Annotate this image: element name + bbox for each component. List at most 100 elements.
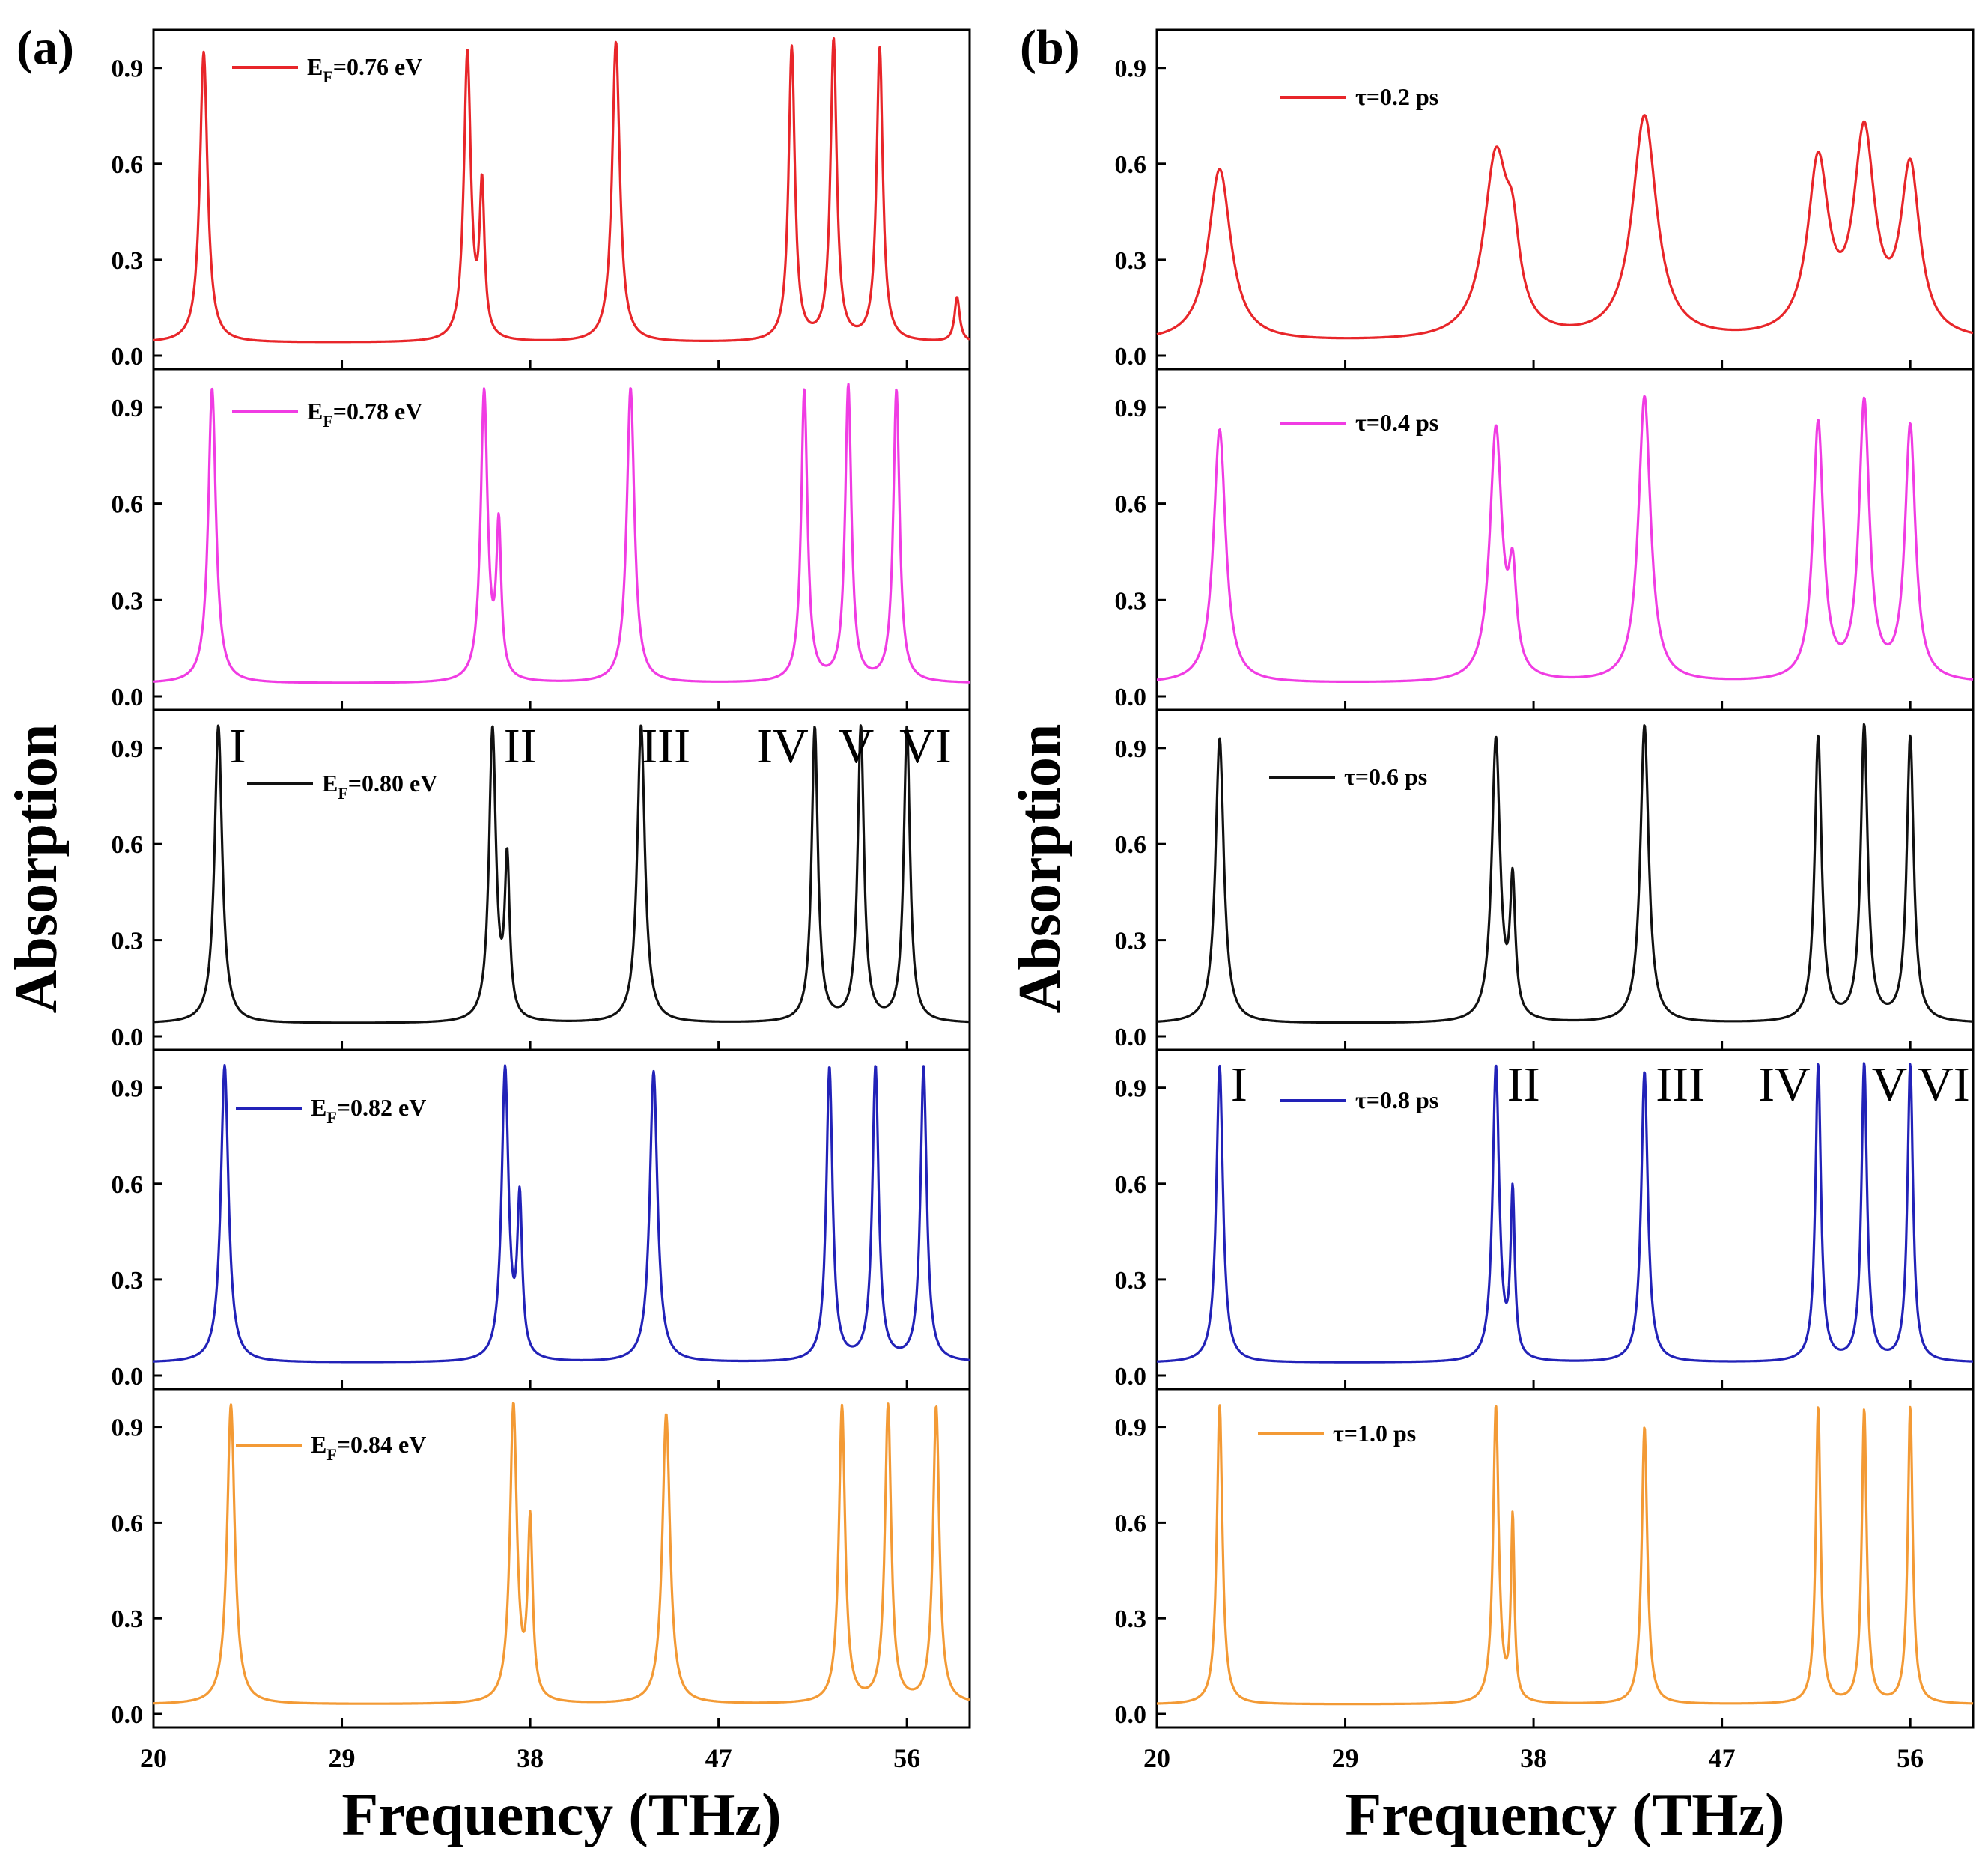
legend-text: τ=0.8 ps (1355, 1086, 1438, 1113)
panel-letter: (a) (16, 20, 74, 75)
legend: EF=0.78 eV (232, 398, 422, 431)
legend: EF=0.84 eV (236, 1431, 426, 1464)
legend-text: E (307, 398, 323, 425)
series-line-1 (1156, 114, 1974, 340)
subplot-1: 0.0 0.3 0.6 0.9 EF=0.76 eV (112, 28, 971, 371)
x-tick-labels: 20 29 38 47 56 (140, 1743, 920, 1773)
subplot-2: 0.0 0.3 0.6 0.9 EF=0.78 eV (112, 368, 971, 711)
y-tick-label: 0.3 (112, 587, 144, 615)
legend-text: τ=0.6 ps (1344, 763, 1427, 790)
y-tick-label: 0.0 (1115, 1701, 1147, 1729)
y-tick-label: 0.9 (112, 1414, 144, 1442)
legend-subscript: F (326, 1445, 336, 1464)
x-tick-label: 20 (1143, 1743, 1170, 1773)
series-line-4 (1156, 1062, 1974, 1364)
y-tick-label: 0.6 (112, 831, 144, 859)
x-tick-label: 47 (1709, 1743, 1736, 1773)
legend-text: τ=0.2 ps (1355, 83, 1438, 110)
y-tick-label: 0.0 (1115, 684, 1147, 711)
y-tick-label: 0.0 (112, 1363, 144, 1391)
x-tick-label: 29 (329, 1743, 356, 1773)
mode-label-vi: VI (899, 719, 952, 774)
y-tick-label: 0.3 (1115, 247, 1147, 275)
y-tick-label: 0.9 (112, 1075, 144, 1103)
y-tick-label: 0.6 (112, 491, 144, 519)
x-tick-label: 38 (1520, 1743, 1547, 1773)
subplot-5: 0.0 0.3 0.6 0.9 EF=0.84 eV (112, 1388, 971, 1729)
legend-text: τ=0.4 ps (1355, 409, 1438, 436)
subplot-frame (1155, 1388, 1975, 1729)
series-line-2 (153, 383, 970, 684)
y-tick-label: 0.3 (1115, 1267, 1147, 1295)
y-tick-label: 0.3 (112, 1605, 144, 1633)
subplot-2: 0.0 0.3 0.6 0.9 τ=0.4 ps (1115, 368, 1975, 711)
series-line-5 (1156, 1404, 1974, 1706)
y-tick-label: 0.6 (1115, 491, 1147, 519)
legend-text: E (311, 1094, 326, 1121)
series-line-4 (153, 1064, 970, 1364)
series-line-5 (153, 1402, 970, 1705)
x-tick-label: 29 (1332, 1743, 1359, 1773)
legend-subscript: F (338, 784, 347, 803)
subplot-frame (1155, 28, 1975, 371)
legend-text: =0.78 eV (333, 398, 423, 425)
legend-text: τ=1.0 ps (1333, 1420, 1416, 1447)
panel-letter: (b) (1020, 20, 1080, 75)
y-tick-label: 0.0 (112, 1701, 144, 1729)
subplot-3: 0.0 0.3 0.6 0.9 EF=0.80 eV (112, 708, 971, 1051)
series-line-3 (153, 724, 970, 1024)
legend-label: τ=0.2 ps (1355, 83, 1438, 110)
y-tick-label: 0.9 (112, 735, 144, 763)
legend-label: EF=0.82 eV (311, 1094, 426, 1127)
y-tick-label: 0.6 (112, 1171, 144, 1199)
legend-label: τ=0.4 ps (1355, 409, 1438, 436)
y-tick-label: 0.9 (1115, 735, 1147, 763)
legend: τ=0.4 ps (1280, 409, 1438, 436)
panel-a: (a) Absorption Frequency (THz) 0.0 0.3 0.6 0.9… (4, 20, 971, 1848)
mode-label-iv: IV (1758, 1057, 1811, 1112)
series-line-3 (1156, 723, 1974, 1024)
x-tick-label: 56 (1897, 1743, 1924, 1773)
y-axis-title: Absorption (4, 724, 70, 1014)
mode-label-ii: II (504, 719, 537, 774)
y-tick-label: 0.3 (112, 247, 144, 275)
x-axis-title: Frequency (THz) (341, 1782, 781, 1848)
y-tick-label: 0.9 (1115, 55, 1147, 83)
legend: τ=0.2 ps (1280, 83, 1438, 110)
y-tick-label: 0.0 (1115, 1024, 1147, 1051)
mode-label-vi: VI (1918, 1057, 1970, 1112)
x-axis-title: Frequency (THz) (1345, 1782, 1784, 1848)
legend-label: τ=0.8 ps (1355, 1086, 1438, 1113)
legend-label: EF=0.76 eV (307, 53, 422, 86)
legend-text: =0.84 eV (337, 1431, 427, 1458)
legend-subscript: F (326, 1108, 336, 1127)
legend-text: E (311, 1431, 326, 1458)
subplot-5: 0.0 0.3 0.6 0.9 τ=1.0 ps (1115, 1388, 1975, 1729)
legend: τ=0.8 ps (1280, 1086, 1438, 1113)
legend-text: E (307, 53, 323, 80)
subplot-frame (152, 1048, 971, 1391)
mode-label-v: V (1872, 1057, 1908, 1112)
y-tick-label: 0.9 (112, 55, 144, 83)
y-tick-label: 0.0 (112, 343, 144, 371)
x-tick-label: 47 (705, 1743, 732, 1773)
y-tick-label: 0.9 (1115, 395, 1147, 422)
subplot-3: 0.0 0.3 0.6 0.9 τ=0.6 ps (1115, 708, 1975, 1051)
y-tick-label: 0.3 (1115, 1605, 1147, 1633)
subplot-frame (1155, 708, 1975, 1051)
legend: EF=0.80 eV (247, 770, 437, 803)
legend-text: =0.76 eV (333, 53, 423, 80)
y-axis-title: Absorption (1007, 724, 1073, 1014)
x-tick-labels: 20 29 38 47 56 (1143, 1743, 1924, 1773)
y-tick-label: 0.3 (1115, 928, 1147, 955)
y-tick-label: 0.6 (112, 151, 144, 179)
mode-label-iii: III (1656, 1057, 1705, 1112)
x-tick-label: 38 (517, 1743, 544, 1773)
legend: τ=0.6 ps (1269, 763, 1427, 790)
mode-label-ii: II (1507, 1057, 1540, 1112)
mode-label-iii: III (641, 719, 690, 774)
y-tick-label: 0.9 (1115, 1414, 1147, 1442)
subplot-frame (152, 1388, 971, 1729)
y-tick-label: 0.0 (1115, 343, 1147, 371)
